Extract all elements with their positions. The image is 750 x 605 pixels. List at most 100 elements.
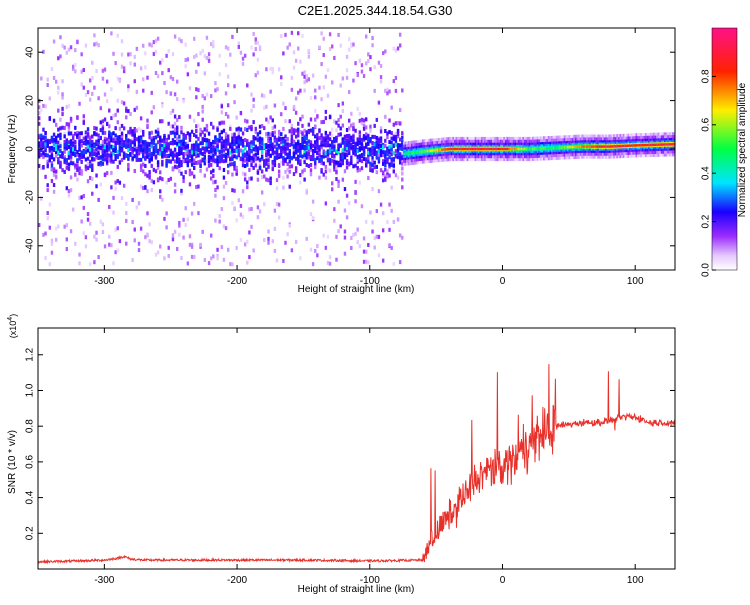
heatmap-cell [184, 151, 187, 156]
heatmap-cell [205, 123, 209, 128]
heatmap-cell [61, 112, 64, 117]
heatmap-cell [309, 117, 313, 122]
heatmap-cell [182, 159, 185, 164]
colorbar-label: Normalized spectral amplitude [737, 82, 748, 217]
heatmap-cell [263, 160, 266, 165]
heatmap-cell [645, 143, 648, 147]
heatmap-cell [352, 164, 355, 169]
colorbar-tick-label: 0.6 [701, 117, 712, 131]
heatmap-cell [401, 131, 404, 136]
heatmap-cell [93, 152, 96, 157]
heatmap-cell [371, 155, 374, 160]
heatmap-cell [59, 160, 62, 165]
heatmap-cell [184, 222, 187, 227]
heatmap-cell [112, 210, 115, 215]
heatmap-cell [269, 115, 272, 120]
heatmap-cell [38, 135, 41, 140]
heatmap-cell [398, 32, 402, 37]
heatmap-cell [624, 144, 627, 148]
heatmap-cell [284, 157, 287, 162]
heatmap-cell [373, 144, 376, 149]
heatmap-cell [103, 157, 107, 162]
heatmap-cell [178, 169, 181, 174]
heatmap-cell [239, 136, 243, 141]
heatmap-cell [286, 155, 289, 160]
heatmap-cell [290, 132, 294, 137]
heatmap-cell [178, 232, 181, 237]
heatmap-cell [99, 128, 102, 133]
heatmap-cell [271, 160, 274, 165]
heatmap-cell [52, 76, 56, 81]
heatmap-cell [246, 157, 249, 162]
heatmap-cell [350, 145, 353, 150]
heatmap-cell [65, 146, 69, 151]
heatmap-cell [280, 82, 283, 87]
heatmap-xtick-label: -100 [360, 276, 380, 287]
heatmap-cell [396, 134, 400, 139]
heatmap-cell [76, 164, 79, 169]
heatmap-cell [93, 126, 96, 131]
colorbar-tick-label: 0.0 [701, 263, 712, 277]
heatmap-cell [303, 156, 306, 161]
heatmap-cell [314, 134, 317, 139]
heatmap-cell [84, 167, 88, 172]
heatmap-cell [343, 155, 347, 160]
heatmap-cell [290, 129, 294, 134]
heatmap-cell [156, 74, 160, 79]
heatmap-cell [390, 147, 393, 152]
heatmap-cell [263, 94, 266, 99]
heatmap-cell [205, 142, 209, 147]
heatmap-cell [167, 121, 170, 126]
heatmap-cell [190, 129, 194, 134]
heatmap-cell [356, 137, 359, 142]
heatmap-cell [286, 174, 289, 179]
heatmap-cell [116, 179, 119, 184]
heatmap-cell [252, 97, 255, 102]
heatmap-cell [260, 140, 264, 145]
heatmap-cell [80, 139, 83, 144]
heatmap-cell [288, 164, 291, 169]
heatmap-cell [277, 169, 281, 174]
heatmap-cell [282, 149, 285, 154]
heatmap-cell [222, 196, 226, 201]
heatmap-cell [38, 141, 41, 146]
heatmap-cell [277, 163, 281, 168]
heatmap-cell [394, 173, 398, 178]
heatmap-cell [638, 144, 641, 147]
heatmap-cell [178, 149, 181, 154]
heatmap-cell [195, 154, 198, 159]
heatmap-cell [76, 177, 79, 182]
heatmap-cell [292, 151, 296, 156]
heatmap-cell [112, 195, 115, 200]
heatmap-cell [88, 221, 92, 226]
heatmap-cell [38, 121, 41, 126]
heatmap-cell [341, 150, 345, 155]
heatmap-cell [173, 182, 177, 187]
heatmap-cell [337, 32, 340, 37]
heatmap-cell [284, 169, 287, 174]
heatmap-cell [203, 138, 207, 143]
heatmap-cell [40, 76, 43, 81]
heatmap-cell [367, 141, 370, 146]
heatmap-cell [71, 133, 75, 138]
heatmap-cell [324, 116, 328, 121]
heatmap-cell [299, 59, 302, 64]
heatmap-cell [401, 166, 404, 171]
heatmap-cell [364, 157, 368, 162]
heatmap-cell [390, 163, 393, 168]
heatmap-cell [314, 248, 317, 253]
heatmap-cell [354, 189, 357, 194]
heatmap-cell [65, 140, 69, 145]
heatmap-cell [288, 129, 291, 134]
heatmap-cell [388, 202, 391, 207]
heatmap-cell [384, 143, 387, 148]
heatmap-cell [337, 144, 340, 149]
heatmap-cell [498, 147, 501, 151]
snr-series-line [38, 364, 675, 565]
heatmap-cell [40, 166, 43, 171]
heatmap-cell [345, 153, 349, 158]
heatmap-cell [193, 201, 196, 206]
heatmap-cell [248, 176, 251, 181]
heatmap-cell [358, 140, 362, 145]
heatmap-cell [362, 249, 366, 254]
